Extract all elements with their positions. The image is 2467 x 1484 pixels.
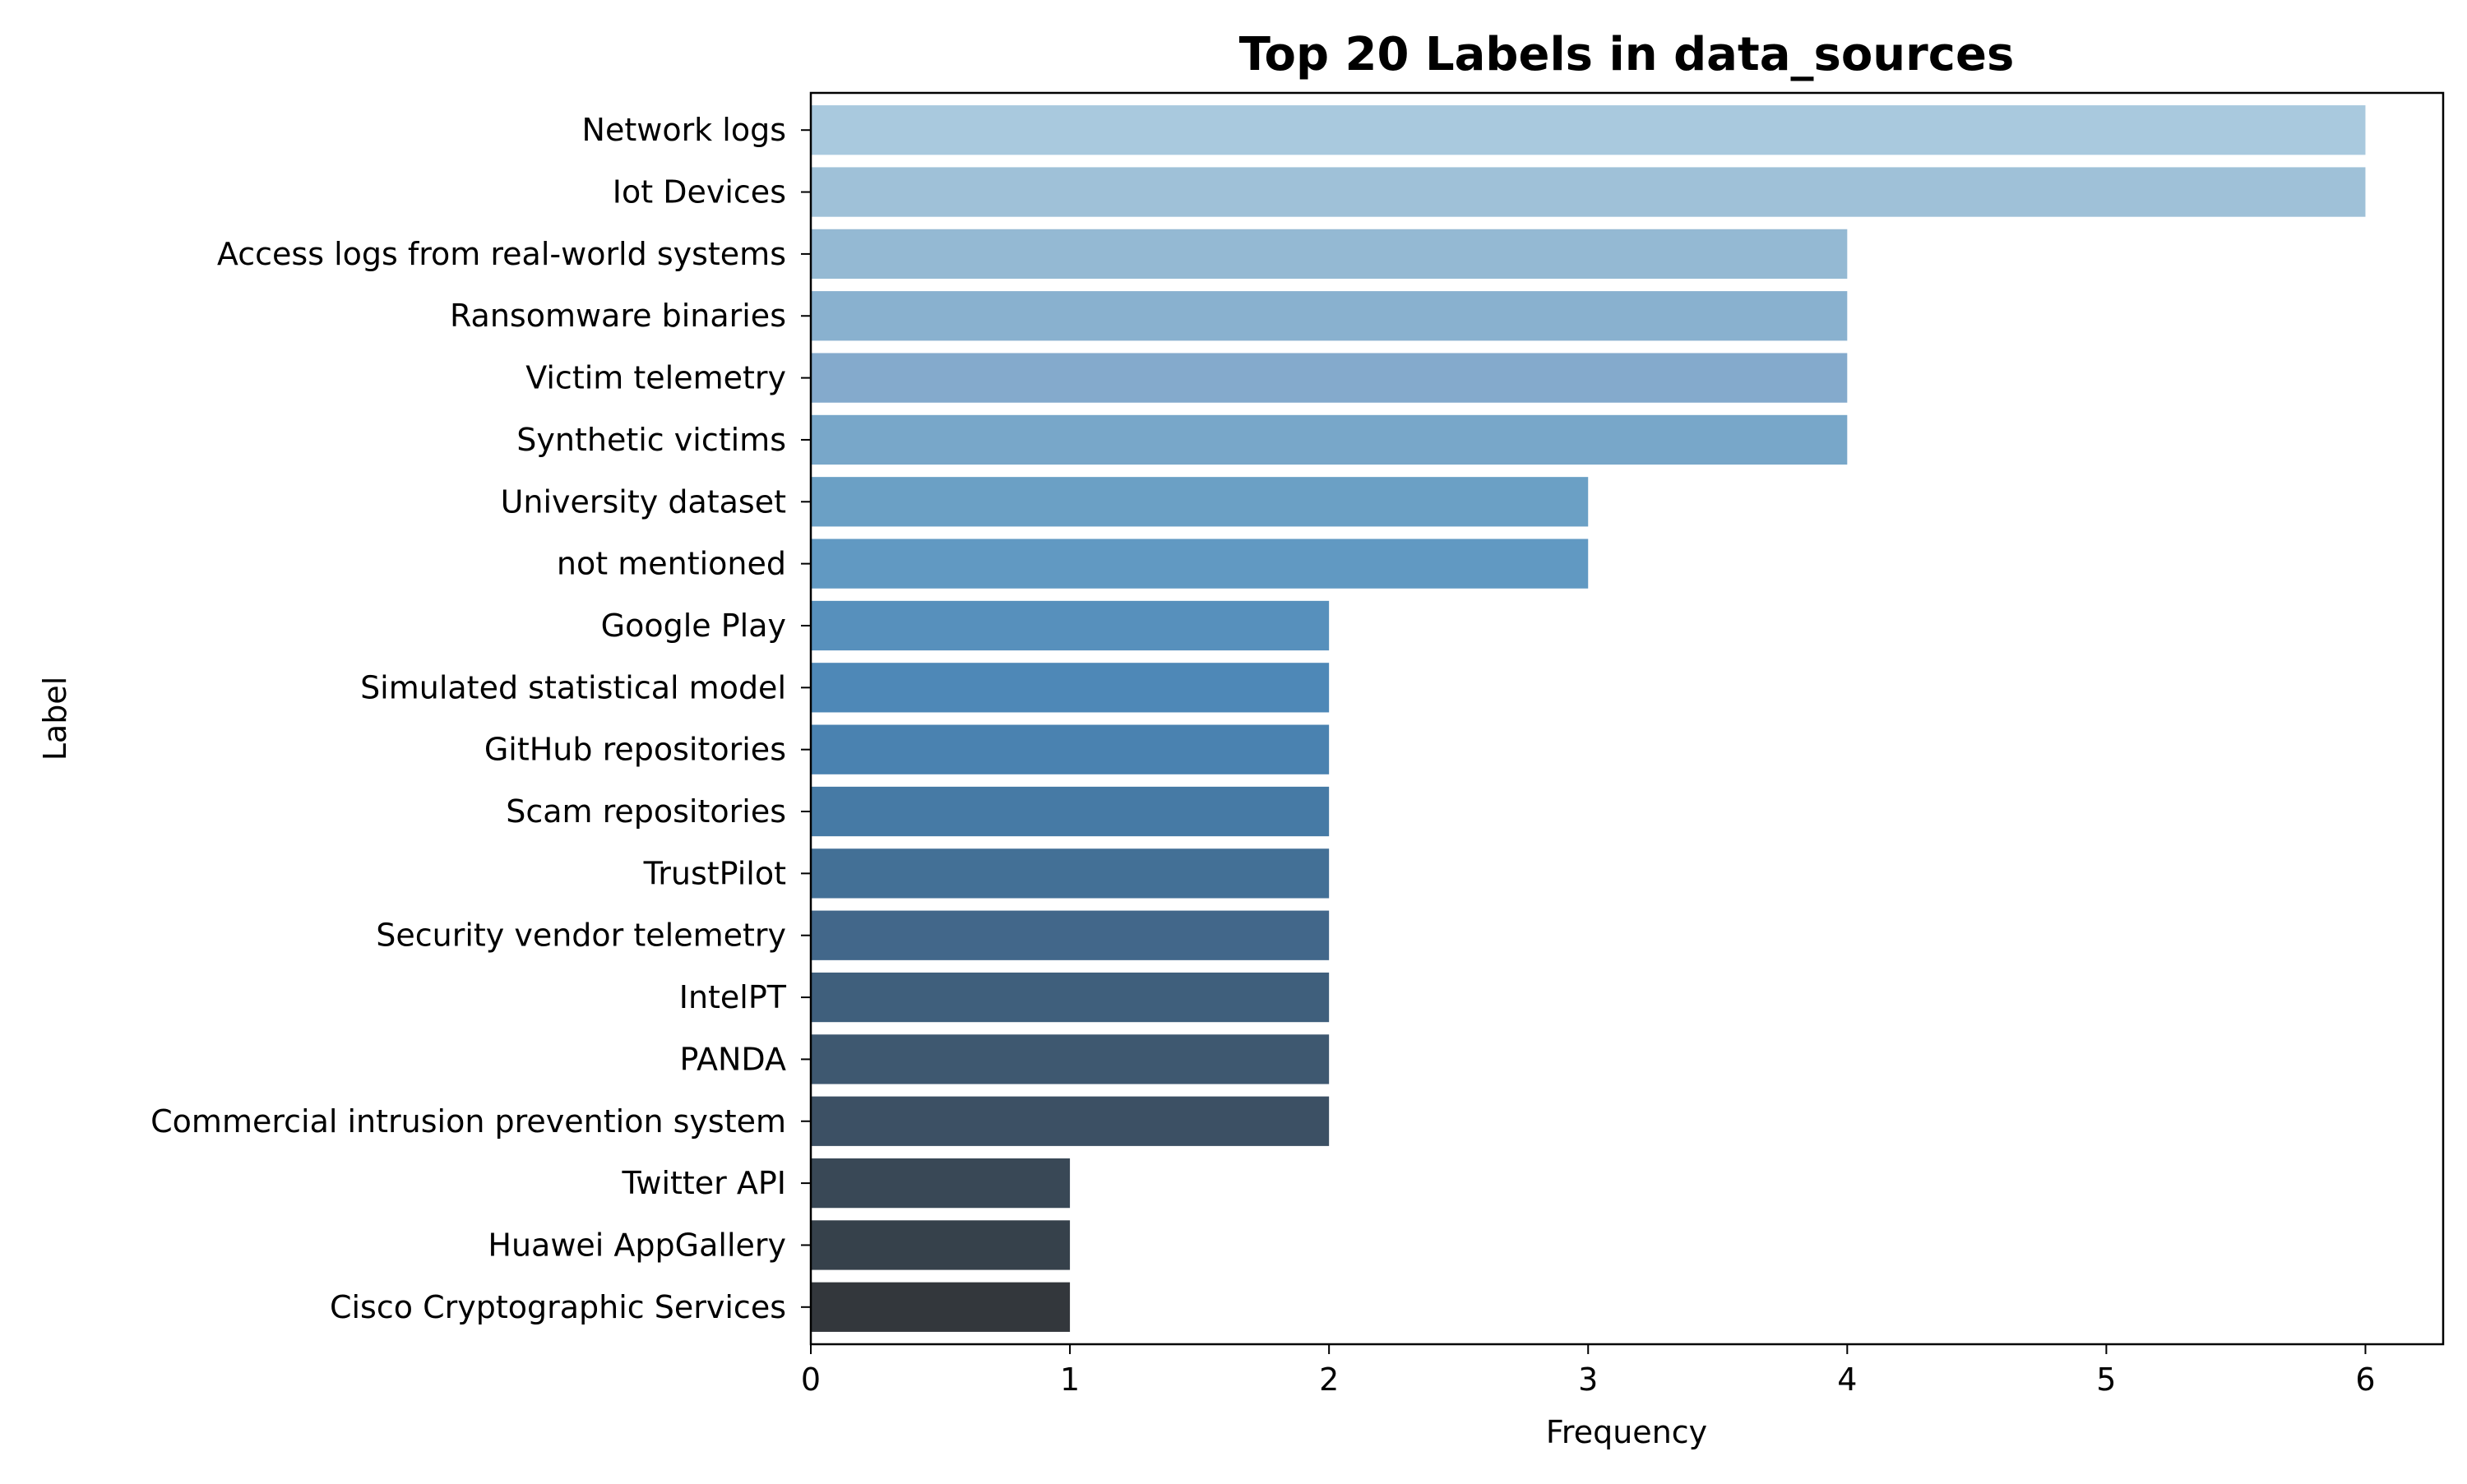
y-tick-label: Network logs xyxy=(582,112,786,148)
x-tick-label: 2 xyxy=(1319,1361,1339,1398)
y-ticks-group: Network logs Iot Devices Access logs from … xyxy=(150,112,811,1325)
plot-frame xyxy=(809,91,2445,1346)
bar xyxy=(811,600,1330,651)
y-tick-label: Commercial intrusion prevention system xyxy=(150,1103,786,1140)
bar xyxy=(811,167,2366,217)
y-tick-label: Synthetic victims xyxy=(516,422,786,458)
y-tick-label: GitHub repositories xyxy=(484,732,786,768)
bar xyxy=(811,724,1330,774)
bar xyxy=(811,848,1330,899)
bar xyxy=(811,910,1330,960)
bar xyxy=(811,353,1848,403)
bar xyxy=(811,1220,1071,1270)
y-tick-label: Scam repositories xyxy=(506,793,786,830)
x-axis-label: Frequency xyxy=(1546,1414,1707,1450)
y-tick-label: PANDA xyxy=(680,1041,787,1077)
y-tick-label: Huawei AppGallery xyxy=(488,1227,786,1263)
y-tick-label: not mentioned xyxy=(557,546,786,582)
x-tick-label: 3 xyxy=(1578,1361,1598,1398)
chart-title: Top 20 Labels in data_sources xyxy=(1239,28,2015,81)
y-tick-label: Simulated statistical model xyxy=(360,669,786,705)
bar xyxy=(811,105,2366,155)
bar xyxy=(811,786,1330,837)
x-tick-label: 4 xyxy=(1837,1361,1857,1398)
y-tick-label: Access logs from real-world systems xyxy=(217,236,786,272)
bar xyxy=(811,539,1589,589)
bar xyxy=(811,414,1848,465)
y-tick-label: TrustPilot xyxy=(643,855,786,891)
x-tick-label: 1 xyxy=(1060,1361,1080,1398)
bar xyxy=(811,1096,1330,1146)
bar xyxy=(811,291,1848,341)
x-tick-label: 6 xyxy=(2355,1361,2375,1398)
x-tick-label: 5 xyxy=(2096,1361,2116,1398)
bar xyxy=(811,477,1589,527)
y-tick-label: University dataset xyxy=(501,483,786,520)
y-tick-label: Google Play xyxy=(601,608,786,644)
bar xyxy=(811,1158,1071,1209)
bar xyxy=(811,972,1330,1023)
y-tick-label: Victim telemetry xyxy=(525,360,786,396)
bars-group xyxy=(811,105,2366,1332)
x-ticks-group: 0 1 2 3 4 5 6 xyxy=(801,1344,2376,1398)
y-axis-label: Label xyxy=(37,677,73,761)
y-tick-label: Cisco Cryptographic Services xyxy=(330,1289,786,1325)
y-tick-label: Twitter API xyxy=(621,1165,786,1201)
bar xyxy=(811,1282,1071,1332)
y-tick-label: Ransomware binaries xyxy=(450,298,786,334)
y-tick-label: Iot Devices xyxy=(613,174,786,210)
y-tick-label: IntelPT xyxy=(679,979,787,1015)
bar xyxy=(811,663,1330,713)
bar xyxy=(811,1034,1330,1084)
y-tick-label: Security vendor telemetry xyxy=(376,918,786,954)
x-tick-label: 0 xyxy=(801,1361,821,1398)
bar xyxy=(811,229,1848,280)
